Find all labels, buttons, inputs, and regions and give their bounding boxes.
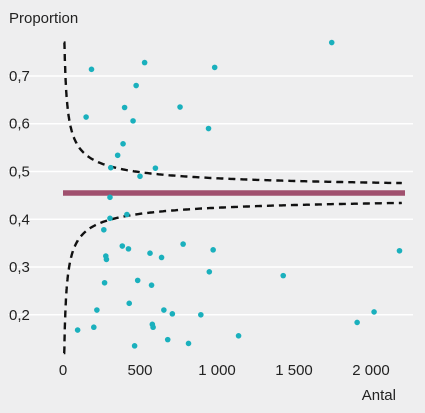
data-point (141, 59, 148, 66)
y-tick-label: 0,4 (9, 211, 30, 228)
control-limits (63, 41, 402, 355)
y-axis-title: Proportion (9, 10, 78, 27)
data-point (74, 327, 81, 333)
x-tick-label: 1 000 (198, 362, 236, 379)
gridlines (8, 75, 413, 316)
data-point (107, 194, 113, 201)
data-point (164, 336, 171, 343)
data-point (185, 340, 192, 347)
data-point (137, 173, 143, 180)
y-tick-labels: 0,2 0,3 0,4 0,5 0,6 0,7 (9, 68, 30, 324)
data-point (152, 165, 159, 171)
data-point (235, 333, 242, 339)
data-point (107, 215, 113, 222)
data-point (94, 307, 100, 313)
data-point (180, 241, 186, 247)
y-tick-label: 0,2 (9, 307, 30, 324)
data-point (169, 311, 176, 317)
data-point (210, 247, 216, 253)
data-point (206, 269, 213, 275)
x-tick-label: 2 000 (352, 362, 390, 379)
data-point (103, 256, 110, 263)
data-point (120, 141, 126, 147)
data-point (150, 324, 156, 331)
data-point (148, 282, 155, 288)
data-point (133, 82, 139, 89)
x-tick-label: 0 (59, 362, 67, 379)
data-point (158, 254, 165, 261)
data-point (161, 307, 167, 313)
data-point (147, 250, 153, 256)
data-point (91, 324, 97, 331)
data-point (101, 279, 108, 286)
data-point (114, 152, 121, 159)
data-point (119, 243, 126, 249)
data-point (125, 246, 132, 252)
data-points (74, 39, 403, 349)
y-tick-label: 0,5 (9, 164, 30, 181)
lower-control-limit (63, 201, 402, 355)
data-point (107, 164, 114, 171)
data-point (88, 66, 95, 73)
x-tick-label: 500 (127, 362, 152, 379)
data-point (371, 309, 377, 315)
data-point (131, 343, 138, 349)
data-point (101, 226, 107, 233)
data-point (126, 300, 133, 307)
y-tick-label: 0,6 (9, 116, 30, 133)
data-point (130, 118, 136, 124)
data-point (205, 125, 212, 132)
x-axis-title: Antal (362, 387, 396, 404)
data-point (134, 277, 141, 284)
data-point (328, 39, 335, 46)
x-tick-label: 1 500 (275, 362, 313, 379)
y-tick-label: 0,7 (9, 68, 30, 85)
data-point (83, 114, 89, 120)
data-point (198, 311, 204, 318)
data-point (354, 319, 360, 326)
data-point (211, 64, 218, 71)
data-point (396, 247, 403, 254)
x-tick-labels: 0 500 1 000 1 500 2 000 (59, 362, 390, 379)
data-point (280, 272, 287, 279)
y-tick-label: 0,3 (9, 259, 30, 276)
data-point (124, 211, 130, 218)
data-point (177, 104, 183, 110)
upper-control-limit (63, 41, 402, 185)
data-point (121, 104, 128, 111)
